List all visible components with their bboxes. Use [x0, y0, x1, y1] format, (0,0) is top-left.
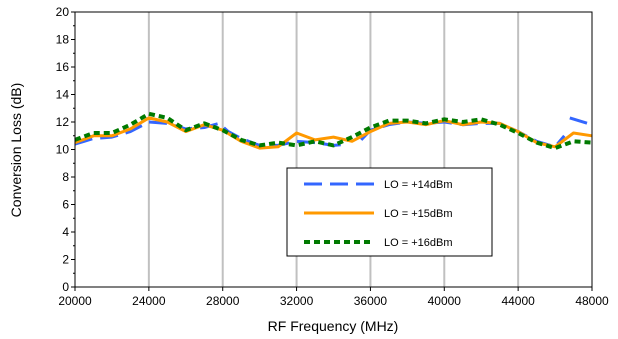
- y-tick-label: 0: [62, 280, 69, 294]
- x-tick-label: 44000: [501, 294, 535, 308]
- x-axis-tick-labels: 20000 24000 28000 32000 36000 40000 44000 48000: [58, 294, 609, 308]
- series-layer: [74, 111, 593, 151]
- legend: LO = +14dBm LO = +15dBm LO = +16dBm: [286, 167, 493, 257]
- axis-ticks: [71, 11, 593, 291]
- y-tick-label: 16: [56, 60, 70, 74]
- x-tick-label: 28000: [206, 294, 240, 308]
- x-axis-title: RF Frequency (MHz): [268, 318, 399, 334]
- y-tick-label: 8: [62, 170, 69, 184]
- x-tick-label: 48000: [575, 294, 609, 308]
- y-axis-tick-labels: 0 2 4 6 8 10 12 14 16 18 20: [56, 5, 70, 294]
- series-line: [74, 111, 593, 151]
- y-tick-label: 6: [62, 198, 69, 212]
- series-line: [569, 116, 593, 127]
- y-tick-label: 4: [62, 225, 69, 239]
- y-axis-title: Conversion Loss (dB): [8, 83, 24, 218]
- y-tick-label: 18: [56, 33, 70, 47]
- x-tick-label: 40000: [428, 294, 462, 308]
- x-tick-label: 36000: [354, 294, 388, 308]
- legend-label: LO = +15dBm: [384, 208, 453, 220]
- y-tick-label: 12: [56, 115, 70, 129]
- x-tick-label: 24000: [132, 294, 166, 308]
- y-tick-label: 14: [56, 88, 70, 102]
- legend-label: LO = +14dBm: [384, 179, 453, 191]
- x-tick-label: 32000: [280, 294, 314, 308]
- y-tick-label: 10: [56, 143, 70, 157]
- series-3: [74, 111, 593, 151]
- grid-lines: [147, 12, 520, 287]
- y-tick-label: 20: [56, 5, 70, 19]
- legend-label: LO = +16dBm: [384, 237, 453, 249]
- x-tick-label: 20000: [58, 294, 92, 308]
- y-tick-label: 2: [62, 253, 69, 267]
